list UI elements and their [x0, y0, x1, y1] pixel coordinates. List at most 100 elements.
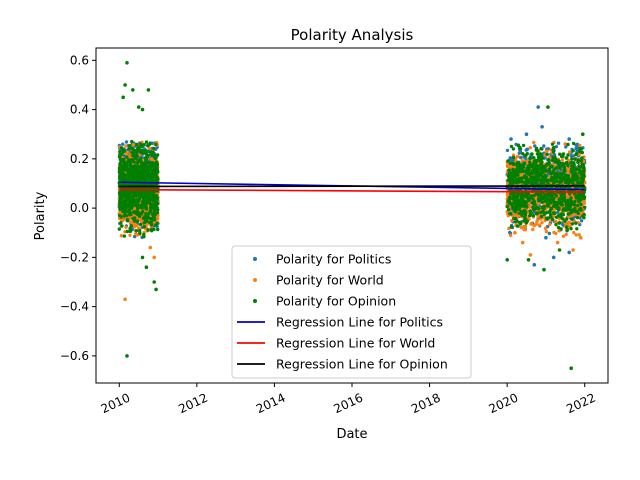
- data-point: [135, 142, 139, 147]
- data-point: [155, 211, 160, 215]
- data-point: [119, 234, 124, 238]
- data-point: [136, 161, 140, 165]
- data-point: [505, 163, 510, 167]
- data-point: [150, 229, 154, 233]
- data-point: [534, 222, 538, 226]
- data-point: [141, 209, 145, 214]
- data-point: [138, 222, 143, 227]
- outlier-point: [123, 297, 127, 302]
- data-point: [128, 229, 133, 233]
- outlier-point: [148, 245, 153, 250]
- data-point: [577, 152, 582, 157]
- outlier-point: [528, 253, 533, 257]
- data-point: [532, 140, 536, 145]
- data-point: [142, 203, 146, 208]
- outlier-point: [509, 137, 513, 141]
- data-point: [137, 213, 141, 217]
- data-point: [506, 208, 511, 212]
- data-point: [132, 216, 137, 220]
- data-point: [529, 222, 533, 226]
- data-point: [129, 178, 134, 182]
- data-point: [546, 147, 550, 151]
- data-point: [142, 221, 146, 225]
- data-point: [565, 168, 570, 172]
- data-point: [533, 144, 537, 148]
- data-point: [521, 225, 526, 230]
- data-point: [149, 223, 154, 227]
- data-point: [567, 150, 572, 154]
- data-point: [147, 173, 151, 177]
- data-point: [137, 194, 141, 198]
- data-point: [125, 155, 129, 159]
- data-point: [143, 164, 147, 169]
- data-point: [569, 196, 573, 200]
- data-point: [147, 146, 152, 150]
- data-point: [512, 207, 516, 211]
- data-point: [520, 158, 524, 163]
- data-point: [122, 167, 126, 171]
- data-point: [525, 205, 529, 209]
- data-point: [574, 221, 578, 225]
- data-point: [136, 145, 140, 149]
- data-point: [125, 166, 129, 170]
- data-point: [146, 164, 151, 169]
- data-point: [531, 227, 535, 232]
- data-point: [120, 224, 124, 228]
- data-point: [558, 152, 562, 156]
- data-point: [121, 142, 125, 146]
- data-point: [127, 174, 131, 179]
- outlier-point: [567, 137, 571, 141]
- data-point: [124, 144, 128, 148]
- data-point: [136, 172, 140, 176]
- data-point: [144, 149, 148, 153]
- chart-title: Polarity Analysis: [291, 26, 414, 44]
- data-point: [139, 219, 143, 223]
- data-point: [575, 227, 579, 231]
- data-point: [150, 206, 155, 210]
- data-point: [125, 229, 129, 234]
- data-point: [122, 163, 127, 167]
- data-point: [556, 210, 560, 214]
- data-point: [564, 232, 568, 237]
- outlier-point: [524, 132, 529, 136]
- data-point: [543, 226, 548, 231]
- data-point: [518, 155, 523, 160]
- data-point: [542, 144, 546, 148]
- data-point: [520, 193, 524, 198]
- data-point: [146, 228, 150, 232]
- data-point: [133, 156, 138, 160]
- data-point: [117, 166, 122, 170]
- data-point: [528, 146, 532, 150]
- data-point: [505, 148, 510, 153]
- data-point: [141, 197, 146, 201]
- data-point: [521, 143, 526, 148]
- data-point: [119, 221, 123, 225]
- data-point: [561, 171, 565, 175]
- data-point: [583, 205, 587, 209]
- data-point: [511, 147, 516, 151]
- data-point: [122, 234, 127, 238]
- data-point: [574, 233, 578, 237]
- data-point: [145, 144, 150, 148]
- data-point: [141, 200, 146, 205]
- data-point: [572, 163, 576, 167]
- data-point: [138, 158, 142, 162]
- data-point: [576, 203, 580, 208]
- data-point: [582, 201, 586, 206]
- data-point: [523, 215, 527, 220]
- data-point: [515, 224, 520, 228]
- data-point: [119, 215, 124, 219]
- data-point: [545, 149, 549, 153]
- data-point: [149, 157, 154, 161]
- data-point: [579, 159, 584, 163]
- data-point: [144, 177, 148, 181]
- data-point: [121, 157, 126, 162]
- data-point: [132, 190, 137, 194]
- data-point: [127, 171, 131, 176]
- data-point: [135, 219, 139, 223]
- outlier-point: [579, 235, 583, 240]
- data-point: [128, 197, 132, 202]
- data-point: [552, 214, 556, 218]
- outlier-point: [571, 248, 575, 252]
- data-point: [532, 156, 536, 160]
